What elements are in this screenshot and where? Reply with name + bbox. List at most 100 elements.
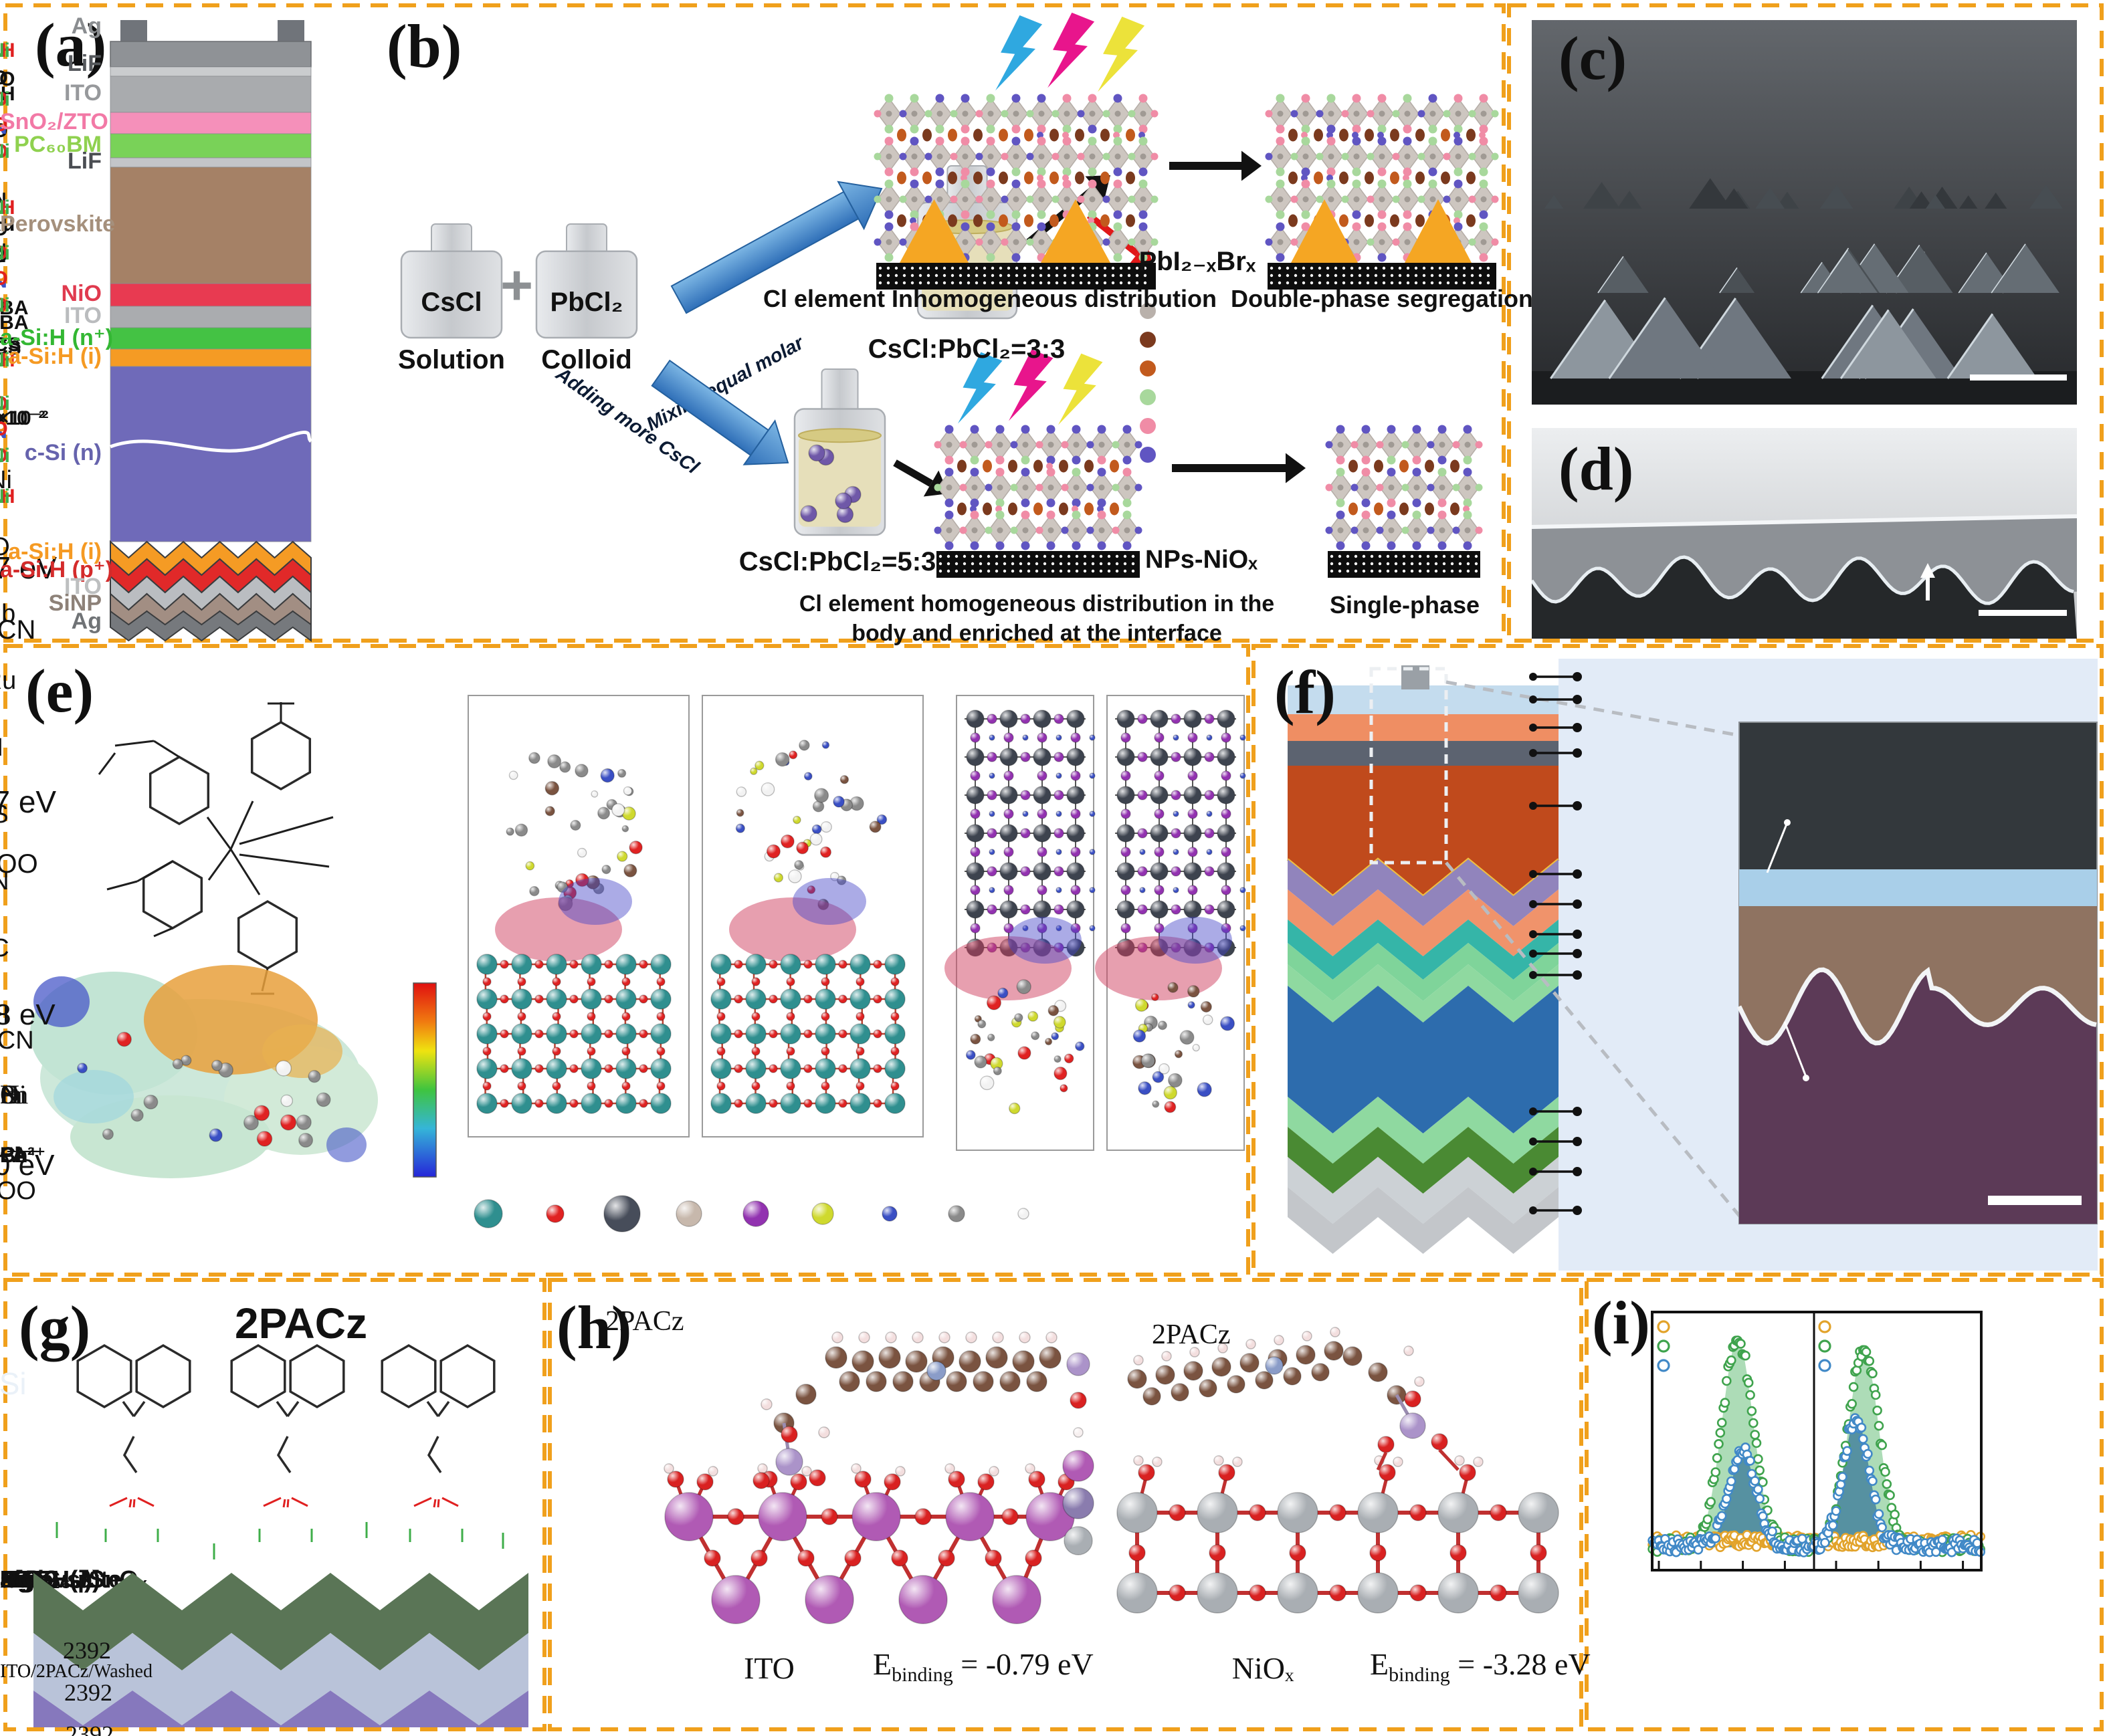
caption-single-phase: Single-phase [1329, 591, 1480, 619]
layer-label-3: SnO₂/ZTO [0, 109, 108, 134]
element-legend-label: N [0, 867, 9, 895]
lightning-icon [1047, 12, 1095, 88]
h-legend-label: H [0, 1079, 19, 1109]
lightning-icon [1058, 353, 1103, 425]
atom-n: N [0, 189, 6, 209]
ion-legend-swatch [1140, 303, 1156, 319]
atom-o: O [0, 393, 8, 415]
bottle-pbcl2-label: PbCl₂ [550, 288, 623, 317]
pbi-triangle-icon [900, 199, 969, 263]
atom-oh: OH [0, 485, 15, 508]
section-borders [3, 3, 2104, 1731]
x-tick-label: 2392 [63, 1637, 111, 1664]
esp-map [30, 965, 378, 1178]
x-tick-label: 2392 [66, 1721, 114, 1736]
lattice-single-phase [1325, 425, 1483, 578]
layer-label-12: a-Si:H (i) [8, 539, 102, 564]
layer-label-1: LiF [68, 51, 102, 76]
ion-legend-label: FA⁺ [0, 1143, 39, 1167]
csi-label: c-Si [0, 1366, 27, 1401]
ion-legend-label: Cl⁻ [0, 1143, 33, 1167]
h-left-molecule-label: 2PACz [605, 1306, 684, 1337]
h-left-caption: ITO [744, 1651, 795, 1685]
layer-label-0: Ag [71, 13, 102, 39]
binding-group-label: –SCN [0, 615, 35, 645]
atom-o: O [0, 445, 8, 467]
atom-ncs: NCS [0, 334, 21, 356]
atom-p: P [0, 113, 7, 137]
esp-scale-min: 7.83×10⁻² [0, 407, 45, 429]
mix-ratio-33: CsCl:PbCl₂=3:3 [868, 334, 1066, 364]
lattice-inhomogeneous [874, 94, 1159, 290]
element-legend-label: C [0, 934, 9, 962]
panel-c-sem: 1 μm [1532, 20, 2077, 405]
frame-energy-title: -2.87 eV [0, 784, 56, 819]
h-legend-label: Sn [0, 1079, 28, 1109]
dft-nio-frame: -1.87 eV –SCN [0, 550, 690, 1137]
lightning-icon [957, 352, 1003, 424]
dft-nio-frame: -2.87 eV –COO [0, 695, 924, 1137]
panel-i-chart: 2392239223922392ITOITO/2PACzITO/2PACz/Wa… [0, 1311, 1985, 1736]
chart-legend-label: ITO/2PACz/Washed [0, 1661, 153, 1682]
atom-n: N [0, 190, 6, 210]
lightning-icon [1098, 16, 1145, 92]
sem-inset: C₆₀/SnO₂/IZO/Ag/MgF₂PVKNiOₓ/N719c-Si1 μm [1736, 722, 2098, 1224]
layer-label-6: Perovskite [0, 211, 115, 237]
atom-ni: Ni [0, 242, 10, 264]
panel-a-stack [110, 20, 312, 642]
atom-o: O [0, 218, 8, 240]
ion-legend-label: Br⁻ [0, 1143, 35, 1167]
atom-oh: OH [0, 83, 15, 105]
element-legend-label: O [0, 533, 10, 561]
esp-scale-max: -7.83×10⁻² [0, 407, 49, 429]
atom-ni: Ni [0, 88, 10, 110]
element-legend-label: S [0, 800, 9, 829]
pbi-triangle-icon [1291, 199, 1358, 263]
atom-ni: Ni [0, 140, 10, 162]
scale-bar [1988, 1196, 2082, 1205]
chart-legend-marker [1657, 1320, 1670, 1333]
ion-legend-swatch [1140, 332, 1156, 348]
caption-homogeneous-1: Cl element homogeneous distribution in t… [799, 591, 1275, 617]
interface-arrow-icon [1920, 563, 1935, 578]
atom-n: N [0, 246, 6, 266]
bottle-icon [793, 368, 886, 536]
ion-legend-swatch [1140, 389, 1156, 405]
ion-legend-swatch [1140, 418, 1156, 434]
atom-o: O [0, 140, 8, 162]
panel-h-label: (h) [557, 1293, 632, 1362]
atom-o: O [0, 418, 8, 440]
layer-label-16: Ag [71, 609, 102, 634]
layer-label-15: SiNP [48, 590, 102, 616]
atom-otba: OTBA [0, 297, 29, 319]
atom-ni: Ni [0, 393, 10, 415]
stack-layer-label: Ag [0, 1565, 32, 1593]
chart-legend-label: ITO/2PACz [0, 1661, 88, 1682]
caption-inhomogeneous: Cl element Inhomogeneous distribution [763, 285, 1217, 312]
panel-c-label: (c) [1559, 24, 1627, 92]
atom-n: N [0, 116, 7, 138]
chart-legend-marker [1657, 1359, 1670, 1372]
pacz-molecule [752, 1331, 1062, 1489]
atom-ni: Ni [0, 197, 10, 219]
layer-label-14: ITO [64, 574, 102, 599]
atom-ni: Ni [0, 485, 10, 508]
ito-slab [664, 1463, 1080, 1624]
panel-i-label: (i) [1592, 1289, 1650, 1357]
panel-a-label: (a) [35, 11, 107, 79]
atom-oh: OH [0, 39, 15, 62]
element-legend-label: I [0, 734, 3, 762]
niox-slab [1116, 1455, 1559, 1614]
atom-n: N [0, 421, 7, 443]
lightning-icon [995, 15, 1043, 91]
ion-legend-label: Cs⁺ [0, 1143, 39, 1167]
atom-o: O [0, 245, 8, 267]
stack-layer-label: ITO [0, 1565, 39, 1593]
layer-label-5: LiF [68, 148, 102, 174]
lattice-double-phase [1265, 94, 1499, 290]
atom-ni: Ni [0, 349, 10, 371]
atom-ru: Ru [0, 211, 15, 236]
e-value: = -3.28 eV [1449, 1647, 1591, 1681]
